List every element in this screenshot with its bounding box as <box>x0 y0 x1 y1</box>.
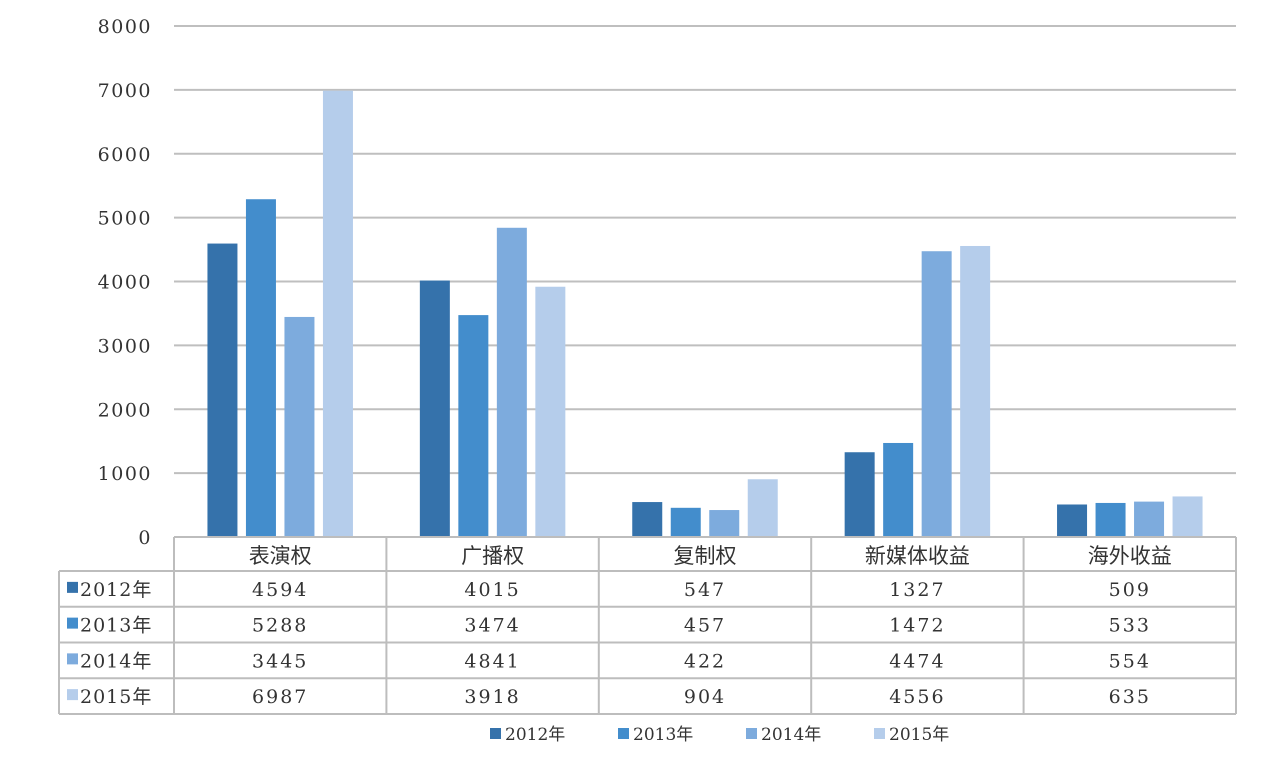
row-label: 2012年 <box>80 579 152 601</box>
y-tick-label: 3000 <box>98 335 152 357</box>
category-label: 海外收益 <box>1088 544 1172 568</box>
bar <box>960 245 991 537</box>
y-tick-label: 1000 <box>98 463 152 485</box>
bar <box>458 315 489 537</box>
row-legend-key <box>67 653 78 665</box>
category-label: 复制权 <box>674 544 737 568</box>
bar <box>207 243 238 538</box>
bar <box>1134 501 1165 537</box>
bar <box>670 507 701 537</box>
legend-label: 2014年 <box>761 725 821 745</box>
table-cell-value: 4015 <box>464 579 520 601</box>
y-tick-label: 0 <box>138 527 152 549</box>
data-table: 表演权 广播权 复制权 新媒体收益 海外收益 2012年 4594 4015 547 1327 50… <box>58 536 1237 715</box>
table-cell-value: 547 <box>684 579 726 601</box>
category-label: 新媒体收益 <box>865 544 970 568</box>
y-tick-label: 5000 <box>98 208 152 230</box>
bar <box>535 286 566 537</box>
table-cell-value: 554 <box>1109 650 1151 672</box>
legend-swatch <box>874 728 885 739</box>
bar <box>496 227 527 537</box>
table-cell-value: 3918 <box>464 686 520 708</box>
legend-label: 2015年 <box>889 725 949 745</box>
legend-label: 2012年 <box>505 725 565 745</box>
category-label: 广播权 <box>461 544 524 568</box>
bar <box>844 452 875 537</box>
table-cell-value: 6987 <box>252 686 308 708</box>
table-cell-value: 3474 <box>464 615 520 637</box>
table-cell-value: 4556 <box>889 686 945 708</box>
y-tick-label: 7000 <box>98 80 152 102</box>
table-cell-value: 4474 <box>889 650 945 672</box>
bar <box>747 479 778 537</box>
table-cell-value: 4594 <box>252 579 308 601</box>
table-cell-value: 635 <box>1109 686 1151 708</box>
table-cell-value: 422 <box>684 650 726 672</box>
bar <box>322 90 353 537</box>
row-legend-key <box>67 617 78 629</box>
y-tick-label: 8000 <box>98 16 152 38</box>
table-cell-value: 5288 <box>252 615 308 637</box>
table-cell-value: 3445 <box>252 650 308 672</box>
bar <box>1057 504 1088 537</box>
table-cell-value: 1327 <box>889 579 945 601</box>
table-cell-value: 457 <box>684 615 726 637</box>
legend: 2012年 2013年 2014年 2015年 <box>490 725 949 745</box>
legend-swatch <box>618 728 629 739</box>
row-legend-key <box>67 581 78 593</box>
y-tick-label: 4000 <box>98 272 152 294</box>
legend-label: 2013年 <box>633 725 693 745</box>
bar <box>284 316 315 537</box>
table-cell-value: 509 <box>1109 579 1151 601</box>
bar <box>709 510 740 537</box>
legend-swatch <box>746 728 757 739</box>
row-legend-key <box>67 689 78 701</box>
bar <box>883 442 914 537</box>
y-tick-label: 6000 <box>98 144 152 166</box>
y-tick-label: 2000 <box>98 399 152 421</box>
bar <box>1172 496 1203 537</box>
bar <box>632 502 663 537</box>
legend-swatch <box>490 728 501 739</box>
table-cell-value: 4841 <box>464 650 520 672</box>
bar <box>1095 502 1126 537</box>
row-label: 2014年 <box>80 650 152 672</box>
table-cell-value: 533 <box>1109 615 1151 637</box>
bar <box>245 199 276 537</box>
bars <box>207 90 1203 538</box>
y-axis-ticks: 0 1000 2000 3000 4000 5000 6000 7000 8000 <box>98 16 152 549</box>
row-label: 2015年 <box>80 686 152 708</box>
table-cell-value: 1472 <box>889 615 945 637</box>
category-label: 表演权 <box>249 544 312 568</box>
bar <box>921 251 952 537</box>
row-label: 2013年 <box>80 615 152 637</box>
bar <box>419 280 450 537</box>
table-cell-value: 904 <box>684 686 726 708</box>
